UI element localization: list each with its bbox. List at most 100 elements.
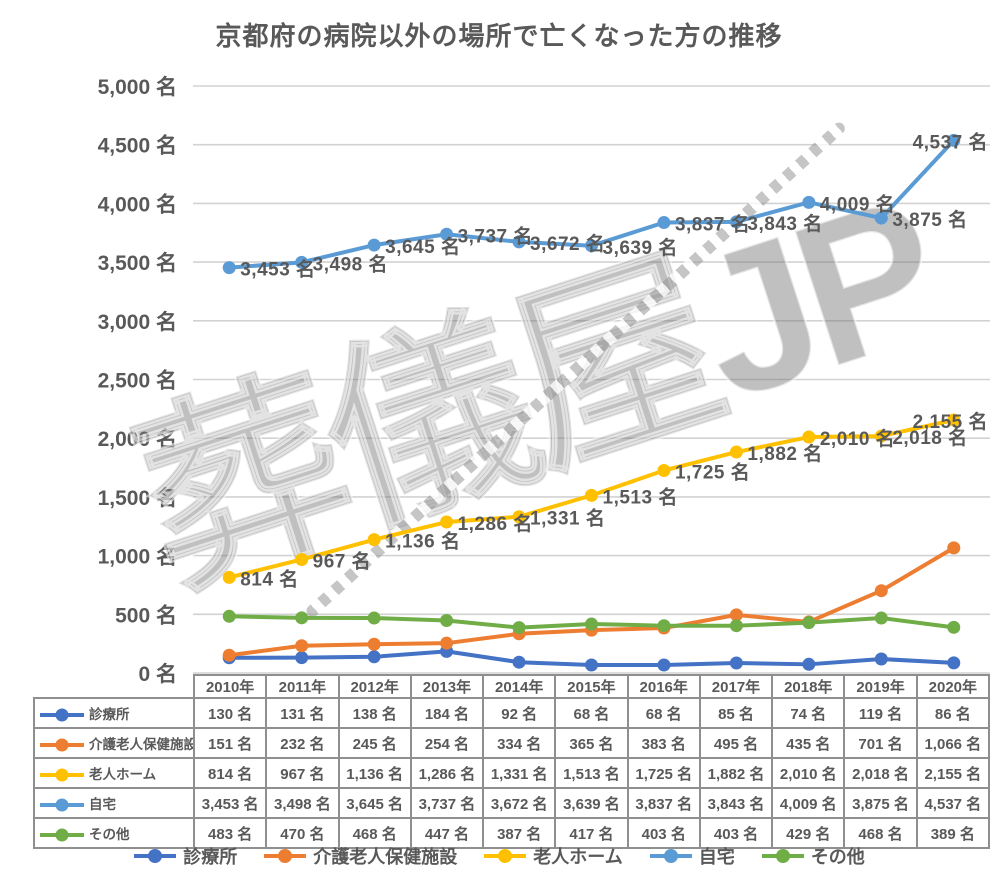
legend-key-icon xyxy=(40,768,84,782)
value-cell: 383 名 xyxy=(626,727,701,759)
y-axis-tick-label: 5,000 名 xyxy=(98,75,177,99)
table-row: 老人ホーム 814 名 967 名 1,136 名 1,286 名 1,331 名 1,51… xyxy=(33,757,991,789)
value-cell: 3,837 名 xyxy=(626,787,701,819)
chart-legend: 診療所 介護老人保健施設 老人ホーム 自宅 その他 xyxy=(0,843,998,869)
y-axis-tick-label: 1,000 名 xyxy=(98,545,177,569)
data-point-marker xyxy=(947,620,961,634)
series-4 xyxy=(222,609,961,635)
data-point-label: 1,882 名 xyxy=(747,442,822,465)
legend-item-label: その他 xyxy=(810,847,865,867)
legend-key-icon xyxy=(40,708,84,722)
data-point-marker xyxy=(874,584,888,598)
legend-key-icon xyxy=(264,849,307,863)
year-header-cell: 2019年 xyxy=(843,674,918,699)
value-cell: 967 名 xyxy=(265,757,340,789)
table-row: その他 483 名 470 名 468 名 447 名 387 名 417 名 403 名 40… xyxy=(33,817,991,849)
data-point-marker xyxy=(729,656,743,670)
data-point-marker xyxy=(295,651,309,665)
legend-item-label: 老人ホーム xyxy=(533,847,623,867)
value-cell: 468 名 xyxy=(843,817,918,849)
series-0 xyxy=(222,644,961,672)
legend-key-icon xyxy=(40,798,84,812)
value-cell: 119 名 xyxy=(843,697,918,729)
year-header-cell: 2011年 xyxy=(265,674,340,699)
data-point-label: 3,843 名 xyxy=(747,212,822,235)
value-cell: 334 名 xyxy=(482,727,557,759)
data-point-marker xyxy=(367,238,381,252)
data-point-marker xyxy=(947,656,961,670)
series-label-cell: 老人ホーム xyxy=(33,757,195,789)
table-row: 自宅 3,453 名 3,498 名 3,645 名 3,737 名 3,672 名 3,6… xyxy=(33,787,991,819)
year-header-cell: 2012年 xyxy=(337,674,412,699)
data-point-marker xyxy=(802,657,816,671)
value-cell: 387 名 xyxy=(482,817,557,849)
series-label-cell: その他 xyxy=(33,817,195,849)
value-cell: 151 名 xyxy=(192,727,268,759)
legend-key-icon xyxy=(40,738,84,752)
value-cell: 131 名 xyxy=(265,697,340,729)
value-cell: 4,009 名 xyxy=(771,787,846,819)
data-point-marker xyxy=(585,658,598,672)
value-cell: 232 名 xyxy=(265,727,340,759)
data-point-marker xyxy=(512,621,526,635)
data-point-label: 2,155 名 xyxy=(913,410,988,433)
legend-item-label: 介護老人保健施設 xyxy=(313,847,458,867)
data-point-marker xyxy=(222,570,236,584)
data-point-label: 4,537 名 xyxy=(913,130,988,153)
value-cell: 2,155 名 xyxy=(915,757,991,789)
value-cell: 3,843 名 xyxy=(698,787,774,819)
series-label-text: 介護老人保健施設 xyxy=(89,736,194,752)
value-cell: 3,672 名 xyxy=(482,787,557,819)
data-point-marker xyxy=(295,611,309,625)
year-header-cell: 2015年 xyxy=(554,674,629,699)
value-cell: 1,882 名 xyxy=(698,757,774,789)
data-point-marker xyxy=(585,488,598,502)
data-point-marker xyxy=(802,616,816,630)
data-point-marker xyxy=(874,211,888,225)
data-point-label: 1,725 名 xyxy=(675,460,750,483)
year-header-cell: 2014年 xyxy=(482,674,557,699)
data-point-label: 3,672 名 xyxy=(530,232,605,255)
legend-key-icon xyxy=(761,849,804,863)
value-cell: 447 名 xyxy=(409,817,485,849)
value-cell: 417 名 xyxy=(554,817,629,849)
data-point-label: 4,009 名 xyxy=(820,192,895,215)
year-header-cell: 2016年 xyxy=(626,674,701,699)
data-point-marker xyxy=(729,619,743,633)
value-cell: 495 名 xyxy=(698,727,774,759)
data-point-label: 1,136 名 xyxy=(385,530,460,553)
series-label-cell: 介護老人保健施設 xyxy=(33,727,195,759)
data-point-marker xyxy=(947,413,961,427)
data-point-marker xyxy=(657,619,671,633)
value-cell: 1,725 名 xyxy=(626,757,701,789)
y-axis-tick-label: 2,000 名 xyxy=(98,427,177,451)
data-point-marker xyxy=(874,611,888,625)
data-point-label: 3,453 名 xyxy=(240,258,315,281)
legend-item-label: 自宅 xyxy=(698,847,735,867)
data-point-marker xyxy=(657,216,671,230)
year-header-cell: 2020年 xyxy=(915,674,991,699)
value-cell: 245 名 xyxy=(337,727,412,759)
year-header-cell: 2013年 xyxy=(409,674,485,699)
data-point-label: 3,498 名 xyxy=(313,252,388,275)
value-cell: 68 名 xyxy=(626,697,701,729)
value-cell: 814 名 xyxy=(192,757,268,789)
series-label-text: 自宅 xyxy=(89,796,116,812)
legend-item-4: その他 xyxy=(761,843,865,869)
data-point-marker xyxy=(295,639,309,653)
series-label-text: その他 xyxy=(89,826,130,842)
value-cell: 1,136 名 xyxy=(337,757,412,789)
value-cell: 254 名 xyxy=(409,727,485,759)
series-3: 3,453 名3,498 名3,645 名3,737 名3,672 名3,639… xyxy=(222,130,988,281)
y-axis-tick-label: 3,000 名 xyxy=(98,310,177,334)
data-point-label: 3,837 名 xyxy=(675,213,750,236)
data-point-marker xyxy=(440,636,454,650)
data-point-marker xyxy=(657,658,671,672)
data-point-marker xyxy=(222,261,236,275)
table-corner-cell xyxy=(34,675,194,698)
legend-item-0: 診療所 xyxy=(133,843,237,869)
legend-item-1: 介護老人保健施設 xyxy=(263,843,457,869)
data-point-marker xyxy=(947,133,961,147)
